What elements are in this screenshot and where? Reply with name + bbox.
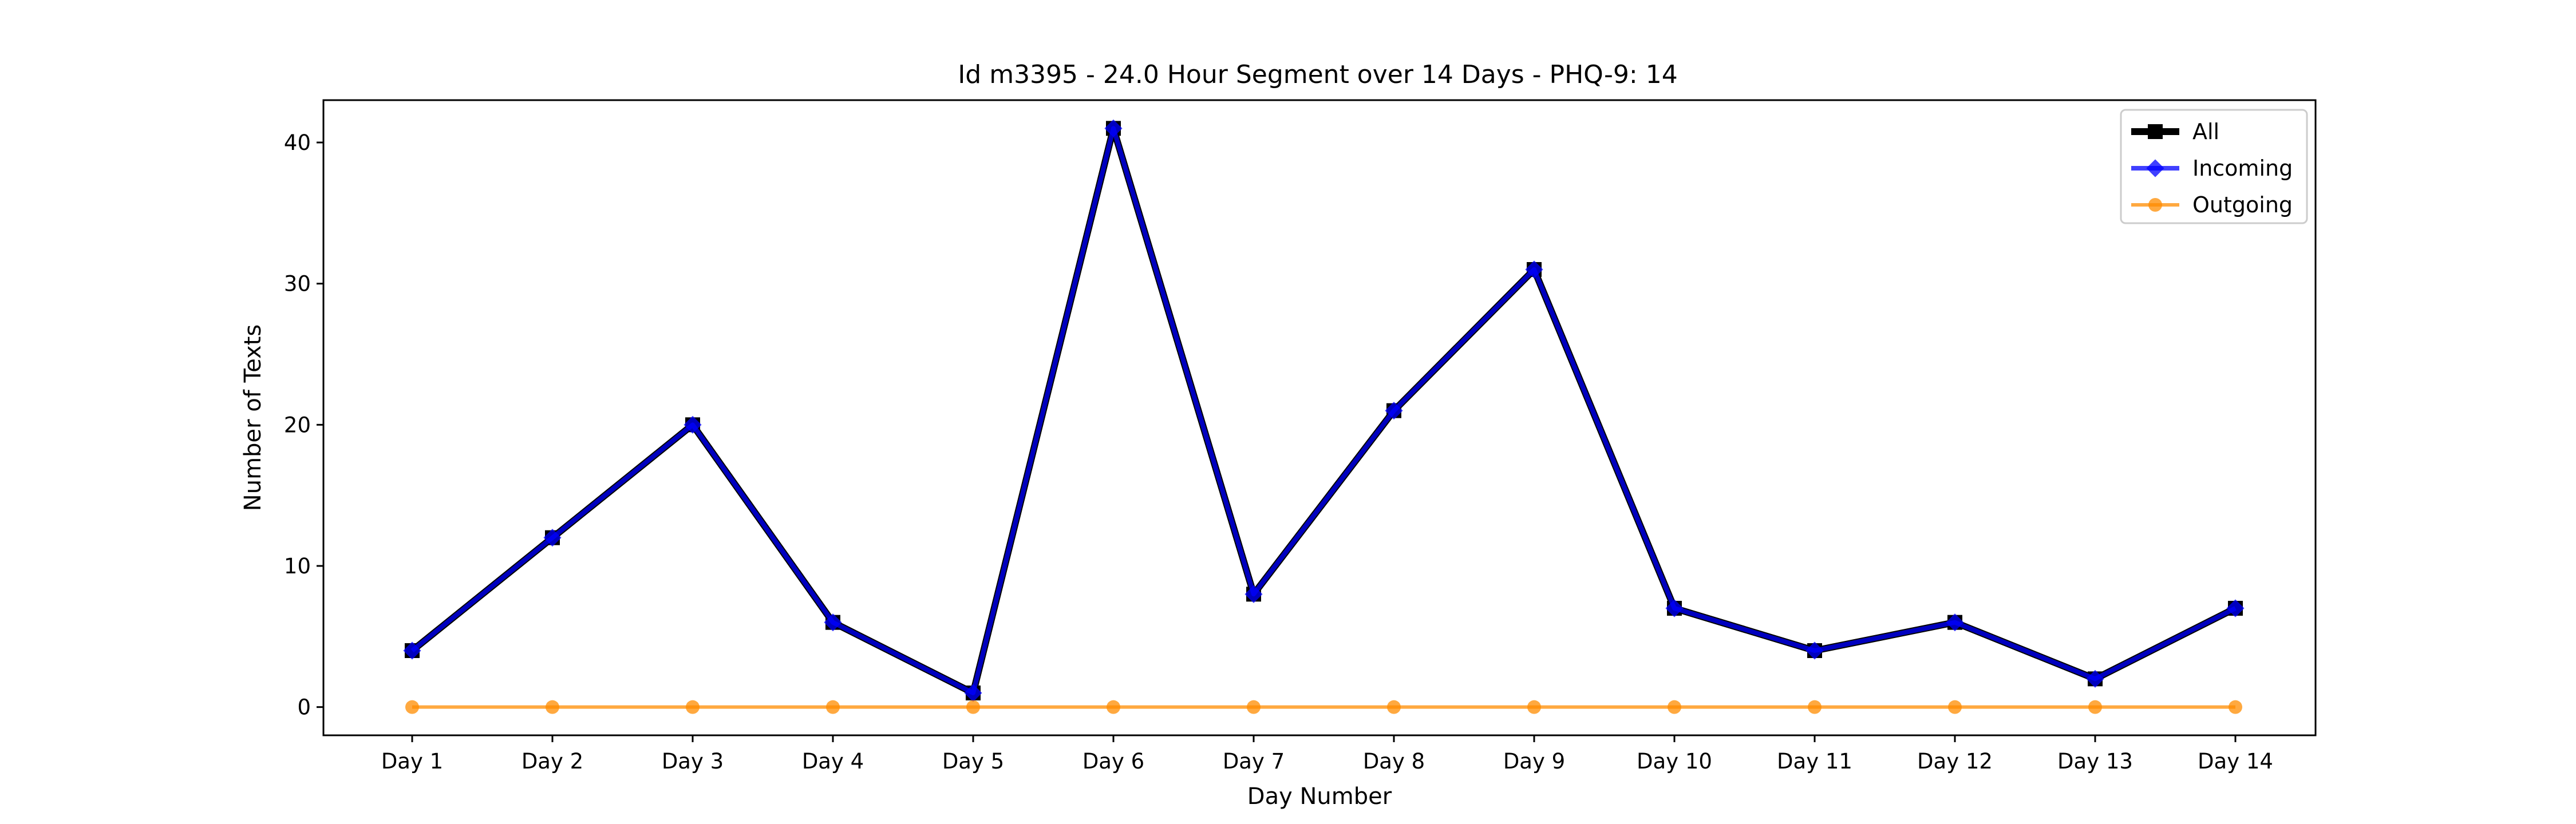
x-tick-label: Day 12 bbox=[1917, 749, 1993, 774]
data-point-outgoing bbox=[826, 700, 840, 714]
series-line-all bbox=[410, 125, 2237, 696]
legend: All Incoming Outgoing bbox=[2120, 109, 2308, 224]
data-point-incoming bbox=[1525, 260, 1543, 279]
data-point-incoming bbox=[1385, 402, 1403, 420]
x-axis-label: Day Number bbox=[1247, 783, 1392, 810]
data-point-incoming bbox=[1244, 585, 1263, 603]
data-point-incoming bbox=[824, 613, 842, 632]
data-point-incoming bbox=[2086, 670, 2104, 688]
x-tick-label: Day 4 bbox=[802, 749, 864, 774]
series-incoming bbox=[403, 119, 2245, 702]
y-axis-label: Number of Texts bbox=[240, 324, 266, 511]
series-line-incoming bbox=[410, 126, 2237, 695]
plot-area-frame bbox=[322, 99, 2317, 736]
series-layer bbox=[403, 119, 2245, 714]
x-tick-label: Day 7 bbox=[1223, 749, 1285, 774]
legend-entry-all: All bbox=[2131, 119, 2219, 144]
data-point-outgoing bbox=[1808, 700, 1822, 714]
data-point-outgoing bbox=[1527, 700, 1541, 714]
legend-frame bbox=[2120, 109, 2308, 224]
series-all bbox=[405, 121, 2243, 700]
legend-marker bbox=[2146, 159, 2164, 177]
data-point-outgoing bbox=[1247, 700, 1261, 714]
legend-entry-incoming: Incoming bbox=[2131, 156, 2293, 181]
x-tick-label: Day 9 bbox=[1503, 749, 1565, 774]
y-tick-label: 0 bbox=[297, 695, 311, 720]
data-point-incoming bbox=[2226, 599, 2245, 617]
x-tick-label: Day 14 bbox=[2198, 749, 2273, 774]
legend-marker bbox=[2148, 124, 2163, 139]
legend-label: All bbox=[2192, 119, 2219, 144]
x-tick-label: Day 2 bbox=[521, 749, 583, 774]
legend-marker bbox=[2148, 198, 2162, 212]
y-axis: 0 10 20 30 40 bbox=[284, 130, 323, 720]
data-point-outgoing bbox=[1948, 700, 1962, 714]
x-tick-label: Day 13 bbox=[2057, 749, 2133, 774]
data-point-incoming bbox=[543, 529, 562, 547]
y-tick-label: 10 bbox=[284, 554, 311, 579]
y-tick-label: 20 bbox=[284, 413, 311, 437]
data-point-outgoing bbox=[2229, 700, 2242, 714]
data-point-incoming bbox=[1805, 641, 1824, 660]
x-tick-label: Day 11 bbox=[1777, 749, 1852, 774]
data-point-outgoing bbox=[686, 700, 700, 714]
data-point-incoming bbox=[964, 684, 982, 702]
data-point-incoming bbox=[1946, 613, 1964, 632]
series-outgoing bbox=[405, 700, 2242, 714]
data-point-outgoing bbox=[1387, 700, 1401, 714]
x-tick-label: Day 8 bbox=[1363, 749, 1425, 774]
data-point-outgoing bbox=[1668, 700, 1681, 714]
legend-label: Incoming bbox=[2192, 156, 2293, 181]
legend-entry-outgoing: Outgoing bbox=[2131, 192, 2293, 217]
x-tick-label: Day 5 bbox=[942, 749, 1004, 774]
x-tick-label: Day 3 bbox=[662, 749, 724, 774]
y-tick-label: 30 bbox=[284, 272, 311, 296]
data-point-outgoing bbox=[2088, 700, 2102, 714]
chart-title: Id m3395 - 24.0 Hour Segment over 14 Day… bbox=[958, 60, 1677, 89]
data-point-outgoing bbox=[966, 700, 980, 714]
x-tick-label: Day 1 bbox=[381, 749, 443, 774]
x-tick-label: Day 10 bbox=[1637, 749, 1712, 774]
data-point-incoming bbox=[1665, 599, 1684, 617]
data-point-incoming bbox=[403, 641, 421, 660]
data-point-outgoing bbox=[1107, 700, 1120, 714]
data-point-incoming bbox=[683, 415, 702, 434]
data-point-incoming bbox=[1104, 119, 1123, 137]
legend-label: Outgoing bbox=[2192, 192, 2293, 217]
y-tick-label: 40 bbox=[284, 130, 311, 155]
x-tick-label: Day 6 bbox=[1082, 749, 1144, 774]
data-point-outgoing bbox=[405, 700, 419, 714]
data-point-outgoing bbox=[546, 700, 559, 714]
x-axis: Day 1 Day 2 Day 3 Day 4 Day 5 Day 6 Day 7 Day 8… bbox=[381, 735, 2273, 774]
